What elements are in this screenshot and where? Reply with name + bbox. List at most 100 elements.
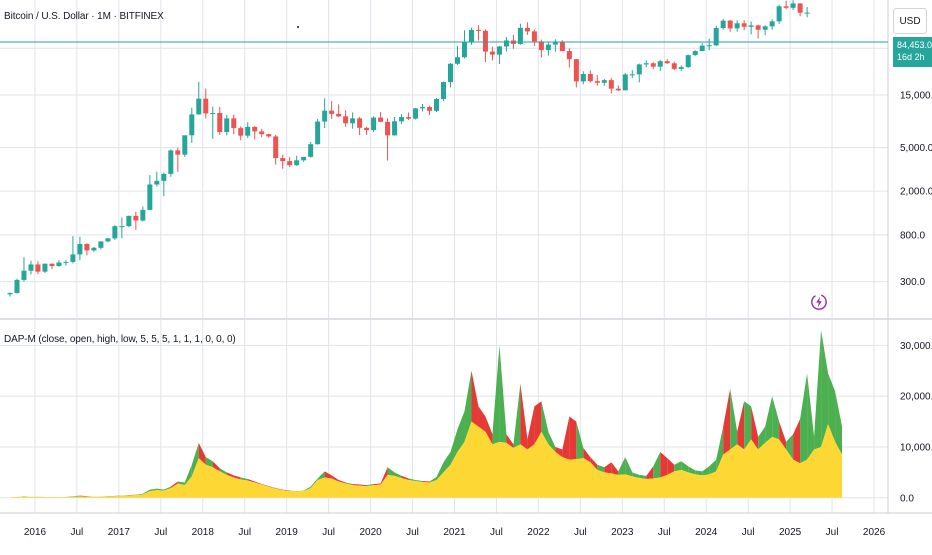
candle-body bbox=[581, 74, 586, 81]
candle-body bbox=[399, 117, 404, 121]
candle-body bbox=[693, 51, 698, 55]
candle-body bbox=[105, 238, 110, 241]
candle-body bbox=[532, 31, 537, 41]
candle-body bbox=[469, 30, 474, 43]
candle-body bbox=[595, 81, 600, 83]
candle-body bbox=[161, 174, 166, 181]
time-axis-label: 2019 bbox=[276, 527, 299, 538]
time-axis-label: Jul bbox=[238, 527, 251, 538]
time-axis-label: Jul bbox=[154, 527, 167, 538]
candle-body bbox=[196, 99, 201, 115]
candle-body bbox=[644, 63, 649, 64]
time-axis-label: 2017 bbox=[108, 527, 131, 538]
candle-body bbox=[315, 122, 320, 145]
candle-body bbox=[133, 216, 138, 221]
time-axis-label: 2020 bbox=[359, 527, 382, 538]
candle-body bbox=[665, 61, 670, 63]
cursor-dot bbox=[297, 26, 299, 28]
candle-body bbox=[343, 116, 348, 123]
indicator-diff-segment bbox=[569, 417, 576, 460]
candle-body bbox=[224, 118, 229, 132]
time-axis-label: Jul bbox=[742, 527, 755, 538]
candle-body bbox=[700, 46, 705, 51]
candle-body bbox=[322, 111, 327, 122]
candle-body bbox=[175, 150, 180, 154]
last-price-value: 84,453.0 bbox=[897, 39, 932, 51]
candle-body bbox=[497, 46, 502, 54]
candle-body bbox=[763, 26, 768, 29]
candle-body bbox=[798, 3, 803, 12]
time-axis-label: 2026 bbox=[863, 527, 886, 538]
candle-body bbox=[168, 150, 173, 174]
currency-button[interactable]: USD bbox=[893, 8, 927, 34]
candle-body bbox=[476, 30, 481, 31]
indicator-axis-label: 0.0 bbox=[900, 493, 914, 504]
candle-body bbox=[735, 23, 740, 28]
lightning-replay-icon[interactable] bbox=[810, 293, 828, 311]
candle-body bbox=[364, 128, 369, 130]
candle-body bbox=[14, 280, 19, 293]
candle-body bbox=[140, 210, 145, 221]
candle-body bbox=[231, 118, 236, 128]
time-axis-label: 2018 bbox=[192, 527, 215, 538]
candle-body bbox=[728, 21, 733, 29]
candle-body bbox=[112, 226, 117, 238]
last-price-tag: 84,453.0 16d 2h bbox=[893, 37, 932, 67]
candle-body bbox=[539, 41, 544, 50]
time-axis-label: 2021 bbox=[443, 527, 466, 538]
candle-body bbox=[707, 45, 712, 46]
candle-body bbox=[567, 51, 572, 59]
candle-body bbox=[462, 42, 467, 57]
candle-body bbox=[266, 134, 271, 136]
candle-body bbox=[490, 52, 495, 55]
price-axis-label: 5,000.0 bbox=[900, 143, 932, 154]
candle-body bbox=[35, 264, 40, 271]
candle-body bbox=[448, 64, 453, 82]
candle-body bbox=[504, 40, 509, 46]
candle-body bbox=[630, 74, 635, 75]
price-axis-label: 800.0 bbox=[900, 230, 925, 241]
time-axis-label: 2025 bbox=[779, 527, 802, 538]
candle-body bbox=[658, 61, 663, 66]
candle-body bbox=[56, 263, 61, 267]
candle-body bbox=[189, 114, 194, 135]
time-axis-label: Jul bbox=[658, 527, 671, 538]
candle-body bbox=[28, 264, 33, 270]
candle-body bbox=[525, 28, 530, 31]
candle-body bbox=[574, 59, 579, 81]
candle-body bbox=[742, 23, 747, 27]
time-axis-label: Jul bbox=[322, 527, 335, 538]
candle-body bbox=[686, 55, 691, 67]
candle-body bbox=[182, 135, 187, 154]
candle-body bbox=[119, 226, 124, 227]
candle-body bbox=[427, 107, 432, 111]
candle-body bbox=[98, 241, 103, 247]
candle-body bbox=[770, 21, 775, 26]
candle-body bbox=[280, 158, 285, 161]
candle-body bbox=[679, 67, 684, 69]
candle-body bbox=[588, 74, 593, 81]
candle-body bbox=[49, 264, 54, 266]
candle-body bbox=[42, 264, 47, 272]
time-axis-label: 2023 bbox=[611, 527, 634, 538]
bar-countdown: 16d 2h bbox=[897, 51, 932, 63]
indicator-axis-label: 30,000.0 bbox=[900, 341, 932, 352]
candle-body bbox=[259, 131, 264, 134]
candle-body bbox=[560, 42, 565, 51]
candle-body bbox=[784, 6, 789, 8]
candle-body bbox=[308, 144, 313, 157]
candle-body bbox=[602, 80, 607, 83]
candle-body bbox=[287, 161, 292, 165]
candle-body bbox=[483, 31, 488, 52]
candle-body bbox=[637, 64, 642, 74]
candle-body bbox=[420, 107, 425, 108]
candle-body bbox=[77, 244, 82, 254]
candle-body bbox=[455, 57, 460, 63]
time-axis-label: Jul bbox=[826, 527, 839, 538]
candle-body bbox=[154, 181, 159, 185]
candle-body bbox=[434, 99, 439, 111]
candle-body bbox=[385, 122, 390, 136]
candle-body bbox=[147, 184, 152, 209]
